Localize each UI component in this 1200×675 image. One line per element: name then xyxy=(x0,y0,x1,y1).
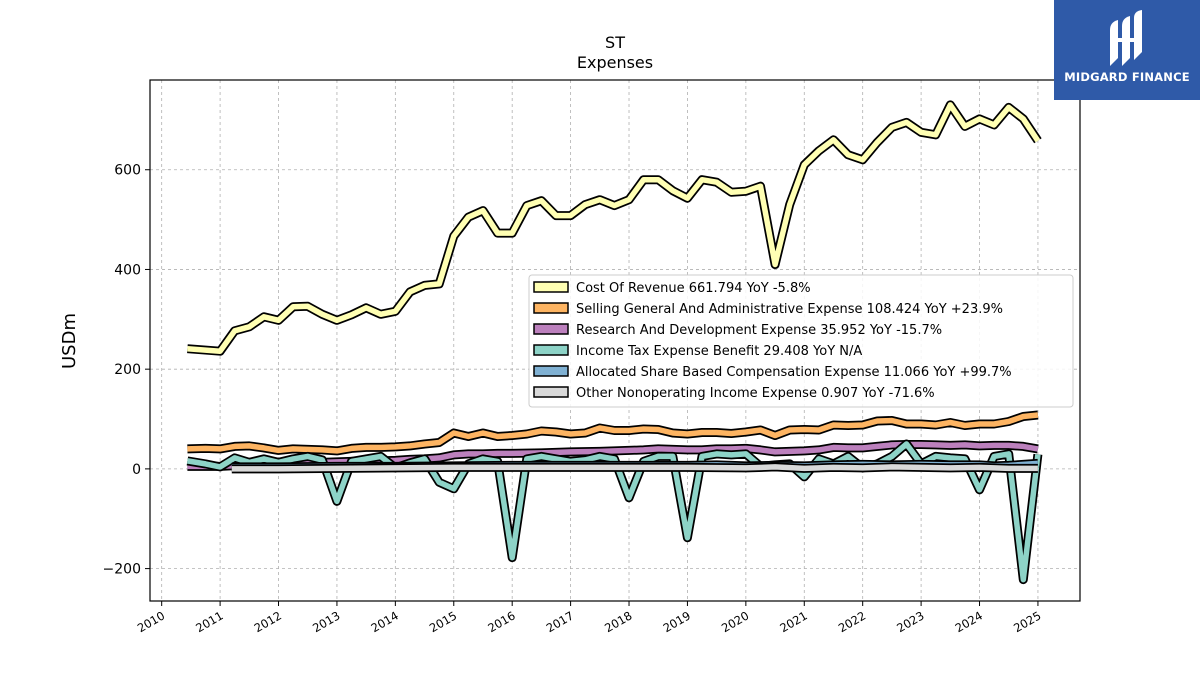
y-tick-label: −200 xyxy=(103,562,141,578)
y-axis-ticks: −200 0 200 400 600 xyxy=(103,163,150,578)
legend-swatch xyxy=(533,323,569,335)
series-line xyxy=(187,412,1039,454)
series-line xyxy=(187,102,1041,354)
series-lines xyxy=(186,100,1043,585)
chart-title: ST xyxy=(605,33,625,52)
series-line xyxy=(231,464,1038,472)
legend-swatch xyxy=(533,302,569,314)
series-line xyxy=(186,441,1041,583)
y-tick-label: 600 xyxy=(114,163,141,179)
y-axis-label: USDm xyxy=(59,313,80,369)
y-tick-label: 200 xyxy=(114,362,141,378)
y-tick-label: 400 xyxy=(114,262,141,278)
legend-swatch xyxy=(533,344,569,356)
legend-swatch xyxy=(533,386,569,398)
legend-label: Cost Of Revenue 661.794 YoY -5.8% xyxy=(576,281,811,296)
y-tick-label: 0 xyxy=(132,462,141,478)
plot-frame xyxy=(149,79,1081,602)
legend: Cost Of Revenue 661.794 YoY -5.8% Selling… xyxy=(528,274,1074,408)
legend-label: Income Tax Expense Benefit 29.408 YoY N/… xyxy=(576,344,862,359)
brand-logo: MIDGARD FINANCE xyxy=(1054,0,1200,100)
brand-logo-mark-icon xyxy=(1110,10,1142,66)
legend-label: Selling General And Administrative Expen… xyxy=(576,302,1003,317)
brand-name: MIDGARD FINANCE xyxy=(1064,70,1190,84)
chart-subtitle: Expenses xyxy=(577,53,653,72)
legend-box xyxy=(528,274,1074,408)
legend-swatch xyxy=(533,365,569,377)
legend-label: Other Nonoperating Income Expense 0.907 … xyxy=(576,386,935,401)
legend-swatch xyxy=(533,281,569,293)
legend-label: Research And Development Expense 35.952 … xyxy=(576,323,942,338)
legend-label: Allocated Share Based Compensation Expen… xyxy=(576,365,1012,380)
